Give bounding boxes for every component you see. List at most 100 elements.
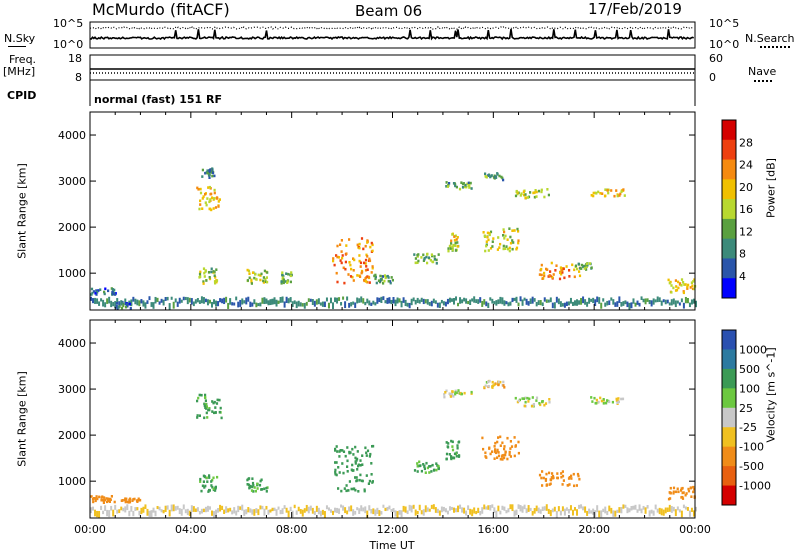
ground-scatter-cell xyxy=(511,504,514,512)
ground-scatter-cell xyxy=(410,505,413,513)
ground-scatter-cell xyxy=(672,298,675,305)
ground-scatter-cell xyxy=(327,507,330,511)
ground-scatter-cell xyxy=(253,509,256,516)
colorbar-swatch xyxy=(722,446,736,467)
echo-cell xyxy=(429,465,432,468)
ground-scatter-cell xyxy=(231,510,234,515)
echo-cell xyxy=(466,182,469,186)
echo-cell xyxy=(451,390,454,393)
echo-cell xyxy=(502,234,505,237)
ground-scatter-cell xyxy=(104,302,107,308)
ground-scatter-cell xyxy=(267,509,270,515)
colorbar-swatch xyxy=(722,258,736,279)
echo-cell xyxy=(120,499,123,502)
echo-cell xyxy=(366,255,369,258)
ground-scatter-cell xyxy=(485,301,488,307)
ground-scatter-cell xyxy=(400,300,403,308)
ground-scatter-cell xyxy=(384,507,387,512)
echo-cell xyxy=(481,436,484,440)
echo-cell xyxy=(103,290,106,294)
ground-scatter-cell xyxy=(237,301,240,308)
ground-scatter-cell xyxy=(299,508,302,514)
echo-cell xyxy=(251,485,254,489)
echo-cell xyxy=(502,244,505,248)
ground-scatter-cell xyxy=(576,299,579,306)
ground-scatter-cell xyxy=(592,508,595,515)
ground-scatter-cell xyxy=(412,297,415,302)
ground-scatter-cell xyxy=(463,297,466,302)
ground-scatter-cell xyxy=(221,298,224,304)
echo-cell xyxy=(517,399,520,403)
ground-scatter-cell xyxy=(636,509,639,513)
ground-scatter-cell xyxy=(184,296,187,301)
echo-cell xyxy=(281,275,284,279)
ground-scatter-cell xyxy=(408,504,411,511)
echo-cell xyxy=(364,258,368,262)
ground-scatter-cell xyxy=(174,506,177,511)
echo-cell xyxy=(573,484,576,488)
ground-scatter-cell xyxy=(293,300,296,305)
echo-cell xyxy=(615,189,618,192)
ground-scatter-cell xyxy=(674,300,677,308)
echo-cell xyxy=(486,235,489,239)
ground-scatter-cell xyxy=(196,298,199,303)
echo-cell xyxy=(691,284,694,287)
echo-cell xyxy=(541,484,544,487)
echo-cell xyxy=(203,416,206,420)
echo-cell xyxy=(345,484,348,487)
echo-cell xyxy=(207,174,211,177)
echo-cell xyxy=(251,271,255,274)
echo-cell xyxy=(352,269,355,272)
ground-scatter-cell xyxy=(632,505,635,510)
echo-cell xyxy=(456,446,459,450)
ground-scatter-cell xyxy=(354,302,357,308)
echo-cell xyxy=(208,408,211,412)
echo-cell xyxy=(501,441,504,445)
echo-cell xyxy=(620,397,623,401)
echo-cell xyxy=(543,274,546,278)
ground-scatter-cell xyxy=(251,302,254,307)
echo-cell xyxy=(681,491,684,495)
echo-cell xyxy=(538,273,541,276)
echo-cell xyxy=(285,272,288,275)
echo-cell xyxy=(494,176,497,179)
ground-scatter-cell xyxy=(630,506,633,511)
ground-scatter-cell xyxy=(150,510,153,518)
velocity-colorbar-label: Velocity [m s^-1] xyxy=(764,347,778,443)
echo-cell xyxy=(203,404,206,408)
echo-cell xyxy=(111,291,114,294)
ground-scatter-cell xyxy=(553,506,556,512)
echo-cell xyxy=(199,477,202,481)
ground-scatter-cell xyxy=(414,299,417,305)
ground-scatter-cell xyxy=(642,298,645,303)
echo-cell xyxy=(676,487,679,491)
ground-scatter-cell xyxy=(596,296,599,303)
echo-cell xyxy=(451,248,454,252)
nsky-label: N.Sky xyxy=(4,32,36,45)
echo-cell xyxy=(493,457,496,460)
echo-cell xyxy=(370,473,373,476)
echo-cell xyxy=(503,456,506,460)
echo-cell xyxy=(454,389,457,393)
x-tick-label: 04:00 xyxy=(175,523,207,536)
echo-cell xyxy=(545,472,548,476)
ground-scatter-cell xyxy=(487,505,490,510)
echo-cell xyxy=(668,281,671,285)
ground-scatter-cell xyxy=(608,505,611,512)
echo-cell xyxy=(250,280,253,284)
echo-cell xyxy=(451,440,454,444)
echo-cell xyxy=(468,184,471,187)
ground-scatter-cell xyxy=(638,302,641,307)
echo-cell xyxy=(203,275,206,278)
echo-cell xyxy=(199,199,202,203)
echo-cell xyxy=(197,396,200,400)
ground-scatter-cell xyxy=(426,507,429,512)
echo-cell xyxy=(416,464,419,468)
ground-scatter-cell xyxy=(596,505,599,513)
ground-scatter-cell xyxy=(223,509,226,514)
echo-cell xyxy=(368,455,371,458)
echo-cell xyxy=(111,288,114,291)
ground-scatter-cell xyxy=(626,301,629,308)
ground-scatter-cell xyxy=(610,507,613,514)
